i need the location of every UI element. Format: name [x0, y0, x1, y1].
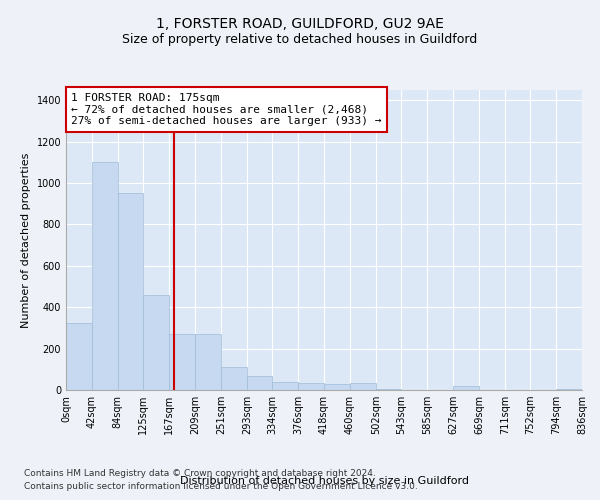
Bar: [66, 323, 92, 390]
Bar: [272, 382, 298, 390]
Bar: [221, 367, 247, 390]
Text: 1 FORSTER ROAD: 175sqm
← 72% of detached houses are smaller (2,468)
27% of semi-: 1 FORSTER ROAD: 175sqm ← 72% of detached…: [71, 93, 382, 126]
Text: Size of property relative to detached houses in Guildford: Size of property relative to detached ho…: [122, 32, 478, 46]
Text: Contains HM Land Registry data © Crown copyright and database right 2024.: Contains HM Land Registry data © Crown c…: [24, 468, 376, 477]
Bar: [143, 295, 169, 390]
Bar: [169, 334, 195, 390]
Bar: [376, 389, 401, 390]
Bar: [118, 194, 143, 390]
Bar: [195, 334, 221, 390]
Bar: [350, 383, 376, 390]
Bar: [298, 383, 324, 390]
Text: 1, FORSTER ROAD, GUILDFORD, GU2 9AE: 1, FORSTER ROAD, GUILDFORD, GU2 9AE: [156, 18, 444, 32]
Bar: [92, 162, 118, 390]
Y-axis label: Number of detached properties: Number of detached properties: [21, 152, 31, 328]
Bar: [556, 389, 582, 390]
Bar: [247, 376, 272, 390]
Text: Contains public sector information licensed under the Open Government Licence v3: Contains public sector information licen…: [24, 482, 418, 491]
X-axis label: Distribution of detached houses by size in Guildford: Distribution of detached houses by size …: [179, 476, 469, 486]
Bar: [324, 384, 350, 390]
Bar: [453, 386, 479, 390]
